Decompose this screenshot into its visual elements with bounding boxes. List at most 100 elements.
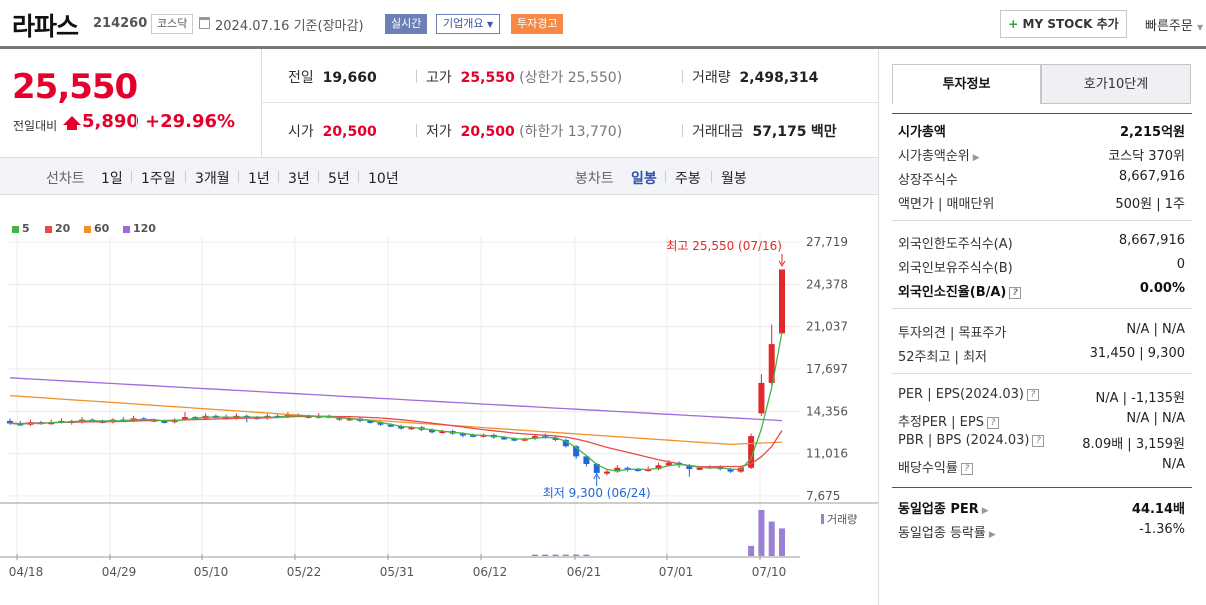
candle-body [604,471,611,474]
volume-bar [552,554,559,556]
prev-label: 전일 [288,70,314,86]
info-row-industry-per[interactable]: 동일업종 PER ▶ 44.14배 [898,502,1185,517]
upper-limit: (상한가 25,550) [519,70,623,86]
info-row-listed-shares: 상장주식수 8,667,916 [898,169,1185,188]
low-label: 저가 [426,124,452,140]
help-icon[interactable]: ? [960,462,973,475]
candle-body [768,344,775,383]
quick-order-button[interactable]: 빠른주문 ▼ [1145,19,1204,34]
info-row-face-value: 액면가 | 매매단위 500원 | 1주 [898,197,1185,212]
max-arrow-head [778,260,786,267]
x-tick-label: 05/10 [194,565,229,579]
x-tick-label: 04/29 [102,565,137,579]
line-chart-label[interactable]: 선차트 [46,171,85,187]
legend-ma120: 120 [123,222,156,235]
info-row-cap-rank[interactable]: 시가총액순위 ▶ 코스닥 370위 [898,149,1185,164]
investment-warning-badge[interactable]: 투자경고 [511,14,564,34]
candle-body [501,437,508,440]
candle-body [624,467,631,470]
tab-weekly[interactable]: 주봉 [675,171,701,187]
info-row-foreign-ratio: 외국인소진율(B/A)? 0.00% [898,281,1185,300]
y-tick-label: 27,719 [806,235,848,249]
info-row-est-per: 추정PER | EPS? N/A | N/A [898,411,1185,430]
low-price: 20,500 [460,124,515,140]
calendar-icon [199,17,210,29]
min-arrow-head [593,473,601,480]
tab-monthly[interactable]: 월봉 [721,171,747,187]
tab-3m[interactable]: 3개월 [195,171,230,187]
stock-header: 라파스 214260 코스닥 2024.07.16 기준(장마감) 실시간 기업… [0,0,1206,46]
candle-body [531,436,538,439]
x-tick-label: 04/18 [9,565,44,579]
candle-body [665,462,672,466]
candle-body [758,382,765,414]
company-overview-button[interactable]: 기업개요 ▼ [436,14,501,34]
info-row-opinion: 투자의견 | 목표주가 N/A | N/A [898,322,1185,341]
legend-ma5: 5 [12,222,30,235]
candle-body [573,446,580,457]
tab-1d[interactable]: 1일 [101,171,123,187]
volume-label: 거래량 [692,70,731,86]
up-arrow-icon [63,116,81,125]
tab-1w[interactable]: 1주일 [141,171,176,187]
tab-1y[interactable]: 1년 [248,171,270,187]
candlestick-chart[interactable]: 27,719 24,378 21,037 17,697 14,356 11,016 7,67… [0,196,878,605]
volume-bar [748,545,755,556]
candle-body [562,439,569,447]
y-tick-label: 14,356 [806,404,848,418]
max-price-label: 최고 25,550 (07/16) [666,239,782,253]
candle-chart-label[interactable]: 봉차트 [575,171,614,187]
x-tick-label: 05/31 [380,565,415,579]
volume-label: 거래량 [827,513,857,526]
candle-body [593,464,600,473]
help-icon[interactable]: ? [1032,434,1045,447]
tab-invest-info[interactable]: 투자정보 [892,64,1041,104]
candle-body [779,269,785,334]
add-mystock-button[interactable]: + MY STOCK 추가 [1000,10,1127,38]
x-tick-label: 07/01 [659,565,694,579]
y-tick-label: 24,378 [806,277,848,291]
price-change: 5,890 [82,111,139,132]
chart-tabbar: 선차트 1일 1주일 3개월 1년 3년 5년 10년 봉차트 일봉 주봉 월봉 [0,157,878,195]
price-change-pct: +29.96% [145,111,236,132]
info-row-industry-change[interactable]: 동일업종 등락률 ▶ -1.36% [898,522,1185,541]
open-label: 시가 [288,124,314,140]
tab-daily[interactable]: 일봉 [631,171,657,187]
info-row-52week: 52주최고 | 최저 31,450 | 9,300 [898,346,1185,365]
info-row-per-eps: PER | EPS(2024.03)? N/A | -1,135원 [898,387,1185,406]
candle-body [727,469,734,472]
open-price: 20,500 [322,124,377,140]
volume-bar [562,554,569,556]
tab-3y[interactable]: 3년 [288,171,310,187]
change-label: 전일대비 [13,119,58,133]
realtime-button[interactable]: 실시간 [385,14,428,34]
volume-bar [531,554,538,556]
help-icon[interactable]: ? [1009,286,1022,299]
candle-body [429,429,436,433]
info-row-foreign-limit: 외국인한도주식수(A) 8,667,916 [898,233,1185,252]
amount-label: 거래대금 [692,124,744,140]
ma60-line [9,394,783,446]
help-icon[interactable]: ? [986,416,999,429]
candle-body [439,431,446,434]
stock-name: 라파스 [12,12,79,41]
info-row-dividend: 배당수익률? N/A [898,457,1185,476]
y-tick-label: 7,675 [806,489,840,503]
volume-bar [779,528,785,556]
ma20-line [9,415,783,468]
help-icon[interactable]: ? [1026,388,1039,401]
tab-5y[interactable]: 5년 [328,171,350,187]
current-price: 25,550 [12,67,138,107]
volume-value: 2,498,314 [739,70,819,86]
volume-bar [768,521,775,556]
min-price-label: 최저 9,300 (06/24) [543,486,651,500]
plus-icon: + [1008,17,1019,31]
candle-body [655,465,662,470]
ma120-line [9,377,783,422]
y-tick-label: 11,016 [806,447,848,461]
tab-10y[interactable]: 10년 [368,171,399,187]
tab-orderbook[interactable]: 호가10단계 [1041,64,1191,104]
legend-ma20: 20 [45,222,70,235]
candle-body [470,434,477,437]
candle-body [511,438,518,441]
